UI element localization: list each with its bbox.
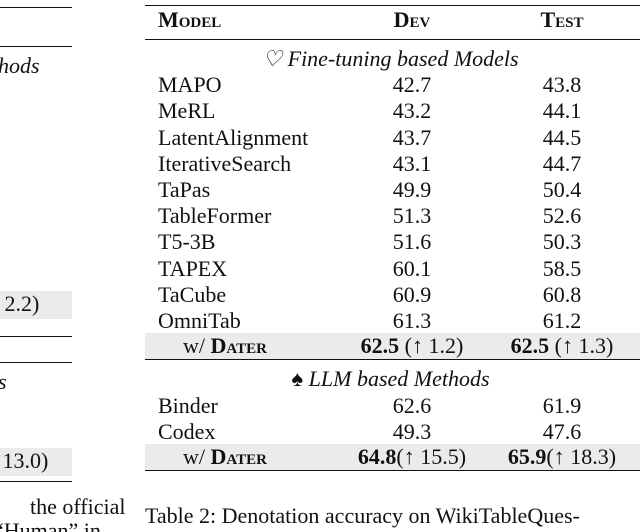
- column-header: Dev: [393, 7, 431, 32]
- cell-value: 62.5 (↑ 1.3): [511, 333, 614, 359]
- cell-value: 60.8: [542, 281, 582, 307]
- rule: [0, 481, 72, 482]
- model-name: w/ Dater: [183, 444, 267, 470]
- cell-value: 60.9: [392, 281, 432, 307]
- column-header: Test: [540, 7, 584, 32]
- model-name: OmniTab: [158, 308, 241, 333]
- cell-value: 50.4: [542, 177, 582, 202]
- cell-value: 51.6: [392, 229, 432, 255]
- score: 62.5: [510, 333, 550, 359]
- model-name: IterativeSearch: [158, 150, 292, 176]
- model-name: Codex: [158, 418, 216, 444]
- section-fragment: s: [0, 369, 7, 395]
- model-name: w/ Dater: [183, 333, 267, 359]
- highlight-row: [0, 448, 72, 476]
- cell-value: 44.1: [542, 98, 582, 124]
- cell-value: 49.9: [392, 177, 432, 202]
- model-name: TAPEX: [158, 255, 228, 281]
- gain: (↑ 18.3): [546, 444, 617, 469]
- model-name: LatentAlignment: [158, 124, 309, 150]
- model-name: MAPO: [158, 72, 222, 98]
- prefix: w/: [183, 333, 205, 359]
- model-name: Binder: [158, 392, 218, 418]
- highlight-row: [145, 333, 640, 360]
- cell-value: 65.9(↑ 18.3): [508, 444, 616, 470]
- model-name: TableFormer: [158, 203, 272, 229]
- score: 62.5: [360, 333, 400, 359]
- column-header: Model: [158, 7, 222, 32]
- prefix: w/: [183, 444, 205, 469]
- model-name: TaPas: [158, 177, 211, 202]
- caption: Table 2: Denotation accuracy on WikiTabl…: [145, 503, 580, 529]
- cell-value: 62.6: [392, 392, 432, 418]
- body-text: “Human” in: [0, 518, 101, 532]
- cell-value: 43.1: [392, 150, 432, 176]
- cell-value: 43.7: [392, 124, 432, 150]
- cell-value: 61.3: [392, 308, 432, 333]
- gain: (↑ 15.5): [396, 444, 467, 469]
- gain: (↑ 1.3): [554, 333, 614, 359]
- cell-value: 62.5 (↑ 1.2): [361, 333, 464, 359]
- cell-value: 44.5: [542, 124, 582, 150]
- cell-value: 44.7: [542, 150, 582, 176]
- cell-value: 42.7: [392, 72, 432, 98]
- cell-value: 50.3: [542, 229, 582, 255]
- rule: [145, 470, 640, 472]
- cell-value: 58.5: [542, 255, 582, 281]
- model-name: TaCube: [158, 281, 227, 307]
- cell-value: 43.8: [542, 72, 582, 98]
- section-fragment: hods: [0, 53, 40, 78]
- method-name: Dater: [210, 444, 267, 469]
- body-text: the official: [30, 494, 126, 519]
- score: 64.8: [357, 444, 397, 469]
- cell-value: 51.3: [392, 203, 432, 229]
- cell-value: 61.9: [542, 392, 582, 418]
- rule: [145, 39, 640, 40]
- model-name: T5-3B: [158, 229, 216, 255]
- cell-value: 61.2: [542, 308, 582, 333]
- model-name: MeRL: [158, 98, 216, 124]
- rule: [0, 7, 72, 8]
- gain: (↑ 1.2): [404, 333, 464, 359]
- rule: [145, 5, 640, 6]
- rule: [0, 362, 72, 363]
- value-fragment: ↑ 2.2): [0, 291, 40, 316]
- highlight-row: [145, 444, 640, 471]
- rule: [145, 359, 640, 361]
- cell-value: 47.6: [542, 418, 582, 444]
- cell-value: 52.6: [542, 203, 582, 229]
- value-fragment: ↑ 13.0): [0, 448, 49, 473]
- score: 65.9: [507, 444, 547, 469]
- cell-value: 49.3: [392, 418, 432, 444]
- group-title: ♡ Fine-tuning based Models: [262, 46, 519, 71]
- cell-value: 60.1: [392, 255, 432, 281]
- group-title: ♠ LLM based Methods: [291, 366, 490, 392]
- method-name: Dater: [210, 333, 267, 359]
- rule: [0, 46, 72, 47]
- rule: [0, 336, 72, 337]
- highlight-row: [0, 291, 72, 319]
- cell-value: 64.8(↑ 15.5): [358, 444, 466, 470]
- cell-value: 43.2: [392, 98, 432, 124]
